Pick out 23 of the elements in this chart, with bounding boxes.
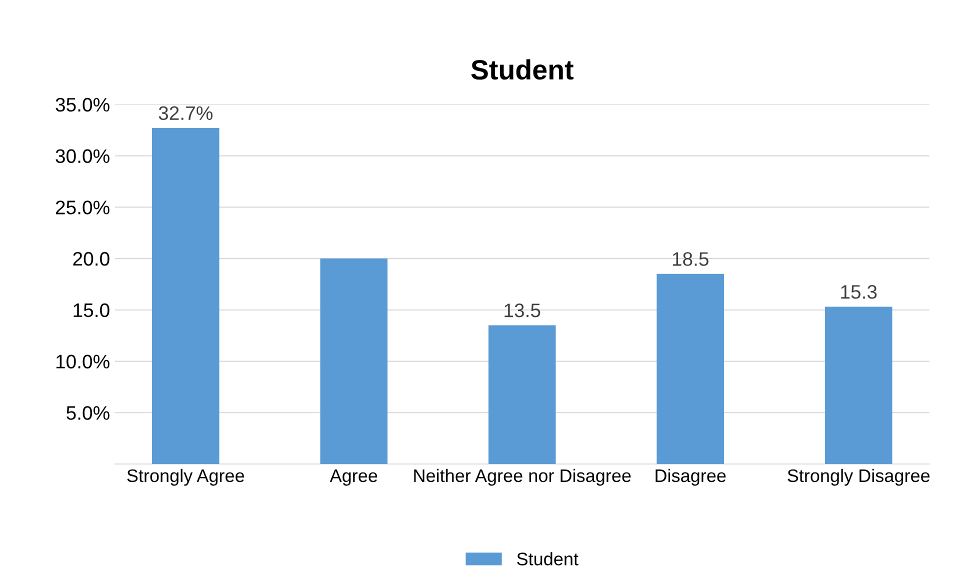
y-tick-label: 15.0 [74,303,110,318]
bar [488,325,556,464]
data-label: 32.7% [158,106,212,120]
y-tick-label: 35.0% [56,98,110,112]
data-label: 15.3 [841,285,877,299]
y-tick-label: 30.0% [56,149,110,164]
chart-title: Student [471,59,574,80]
bar [824,306,892,464]
bar [320,258,388,464]
x-tick-label: Strongly Agree [127,468,244,486]
x-tick-label: Agree [330,470,378,486]
y-tick-label: 25.0% [56,200,110,214]
bar [656,274,724,464]
x-tick-label: Neither Agree nor Disagree [414,468,631,486]
y-tick-label: 10.0% [56,354,110,368]
legend-label: Student [517,552,578,566]
x-tick-label: Disagree [656,468,726,486]
y-tick-label: 20.0 [73,252,110,266]
data-label: 18.5 [672,252,708,266]
data-label: 13.5 [504,304,540,318]
y-tick-label: 5.0% [66,406,110,420]
bar [152,128,220,464]
x-tick-label: Strongly Disagree [788,468,930,486]
